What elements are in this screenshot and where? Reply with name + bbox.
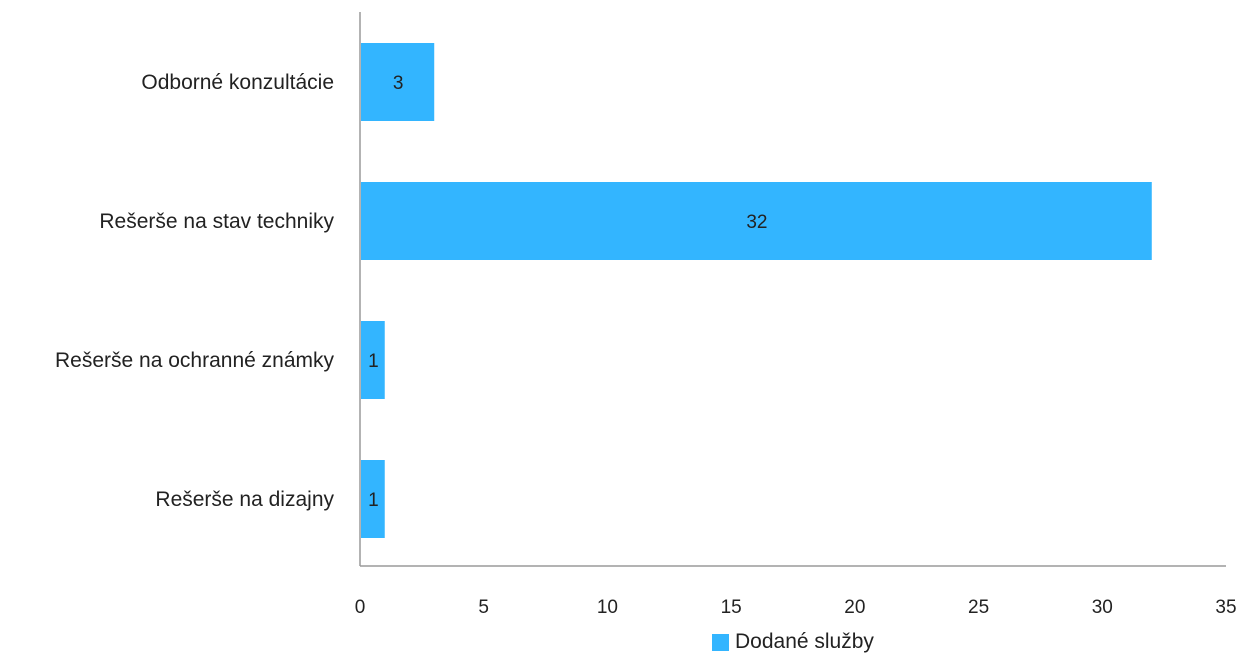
- x-tick-label-7: 35: [1215, 597, 1236, 618]
- category-label-1: Rešerše na stav techniky: [99, 210, 334, 233]
- category-label-0: Odborné konzultácie: [141, 71, 334, 94]
- x-tick-labels: 0 5 10 15 20 25 30 35: [355, 597, 1237, 618]
- x-tick-label-1: 5: [478, 597, 489, 618]
- data-label-1: 32: [746, 212, 767, 233]
- bar-0: [361, 43, 435, 121]
- legend-swatch: [712, 633, 729, 651]
- x-tick-label-4: 20: [844, 597, 865, 618]
- x-tick-label-6: 30: [1092, 597, 1113, 618]
- x-tick-label-0: 0: [355, 597, 366, 618]
- category-labels: Odborné konzultácie Rešerše na stav techn…: [55, 71, 334, 511]
- x-tick-label-5: 25: [968, 597, 989, 618]
- category-label-2: Rešerše na ochranné známky: [55, 349, 334, 372]
- x-tick-label-3: 15: [721, 597, 742, 618]
- legend-label: Dodané služby: [735, 630, 874, 653]
- data-label-3: 1: [368, 490, 379, 511]
- category-label-3: Rešerše na dizajny: [155, 488, 334, 511]
- x-tick-label-2: 10: [597, 597, 618, 618]
- bars-group: 3 32 1 1: [361, 43, 1152, 538]
- data-label-0: 3: [393, 73, 404, 94]
- bar-1: [361, 182, 1152, 260]
- data-label-2: 1: [368, 351, 379, 372]
- bar-2: [361, 321, 385, 399]
- legend: Dodané služby: [712, 629, 874, 655]
- bar-3: [361, 460, 385, 538]
- bar-chart: 3 32 1 1 Odborné konzultácie Rešerše na stav…: [55, 12, 1237, 618]
